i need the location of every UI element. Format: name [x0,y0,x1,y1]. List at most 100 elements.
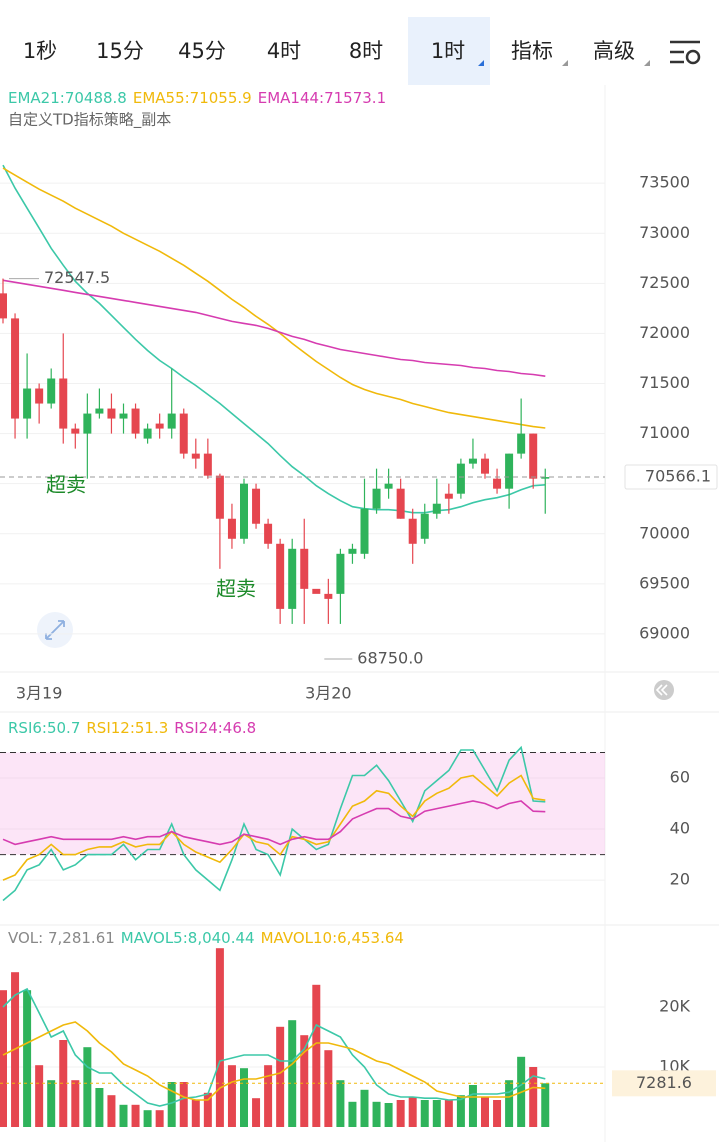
candle-body [481,458,489,474]
legend-entry: RSI12:51.3 [86,719,168,737]
candle-body [71,428,80,434]
volume-bar [396,1099,405,1127]
chart-subtitle: 自定义TD指标策略_副本 [8,111,171,130]
y-tick-label: 69500 [639,573,690,592]
legend: VOL: 7,281.61 MAVOL5:8,040.44 MAVOL10:6,45… [8,929,404,947]
selected-tab-bg [408,17,490,85]
tab[interactable]: 1时 [431,39,465,63]
legend: EMA21:70488.8 EMA55:71055.9 EMA144:71573.1 [8,89,386,107]
candle-body [505,453,514,489]
candle-body [336,553,345,594]
legend-entry: EMA21:70488.8 [8,89,127,107]
rsi-line [2,745,546,902]
mavol-line [2,987,546,1107]
volume-bar [95,1087,104,1127]
volume-bar [191,1099,200,1127]
volume-bar [468,1084,477,1127]
legend-entry: RSI24:46.8 [174,719,256,737]
tab[interactable]: 45分 [178,39,226,63]
candle-body [95,408,104,414]
y-tick-label: 60 [670,768,690,787]
legend-entry: RSI6:50.7 [8,719,80,737]
annotation: 超卖 [216,577,256,601]
candle-body [493,478,502,489]
volume-bar [336,1080,345,1127]
volume-bar [119,1104,128,1127]
candle-body [131,408,140,434]
volume-bar [264,1065,273,1127]
candle-body [456,463,465,494]
candle-body [47,378,56,404]
volume-bar [300,1035,309,1127]
last-price-label: 70566.1 [645,467,711,486]
volume-bar [529,1066,538,1127]
legend-entry: EMA144:71573.1 [258,89,386,107]
y-tick-label: 69000 [639,623,690,642]
volume-bar [167,1081,176,1127]
volume-bar [360,1089,369,1127]
candle-body [107,408,116,419]
candle-body [240,483,248,539]
volume-bar [456,1095,465,1127]
volume-bar [541,1083,550,1127]
candle-body [35,388,44,404]
candle-body [0,293,7,319]
x-tick-label: 3月20 [305,684,352,703]
volume-bar [240,1068,248,1127]
y-tick-label: 72500 [639,273,690,292]
candle-body [167,413,176,429]
candle-body [264,523,273,544]
candle-body [252,488,261,524]
tab[interactable]: 8时 [349,39,383,63]
volume-bar [348,1101,357,1127]
tab[interactable]: 15分 [96,39,144,63]
candle-body [517,433,526,454]
candle-body [288,548,297,609]
volume-bar [23,990,32,1127]
collapse-icon[interactable] [654,680,674,700]
candle-body [191,453,200,459]
volume-bar [288,1020,297,1127]
candle-body [444,493,453,499]
volume-bar [143,1110,152,1127]
volume-bar [83,1047,92,1127]
low-label: 68750.0 [357,648,423,667]
volume-bar [420,1099,429,1127]
candle-body [179,413,188,454]
mavol-line [2,1021,546,1101]
volume-bar [155,1110,164,1127]
candle-body [372,488,381,509]
volume-bar [35,1065,44,1127]
candle-body [300,548,309,589]
rsi-line [2,800,546,846]
candle-body [432,503,441,514]
y-tick-label: 20 [670,870,690,889]
volume-bar [203,1092,212,1127]
legend-entry: MAVOL10:6,453.64 [261,929,404,947]
candle-body [529,433,538,479]
tab[interactable]: 1秒 [23,39,57,63]
expand-icon[interactable] [37,612,73,648]
settings-icon[interactable] [670,40,701,65]
volume-bar [227,1065,236,1127]
candle-body [203,453,212,476]
candle-body [83,413,92,434]
candle-body [384,483,393,489]
candle-body [396,488,405,519]
tab[interactable]: 指标 [511,39,553,63]
legend-entry: EMA55:71055.9 [133,89,252,107]
volume-bar [432,1099,441,1127]
current-volume-label: 7281.6 [636,1073,692,1092]
candle-body [468,458,477,464]
tab[interactable]: 4时 [267,39,301,63]
high-label: 72547.5 [44,268,110,287]
candle-body [119,413,128,419]
candle-body [11,318,20,419]
tab[interactable]: 高级 [593,39,635,63]
candle-body [276,543,285,609]
volume-bar [312,984,321,1127]
y-tick-label: 72000 [639,323,690,342]
candle-body [59,378,68,429]
volume-bar [505,1080,514,1127]
y-tick-label: 20K [659,996,690,1015]
